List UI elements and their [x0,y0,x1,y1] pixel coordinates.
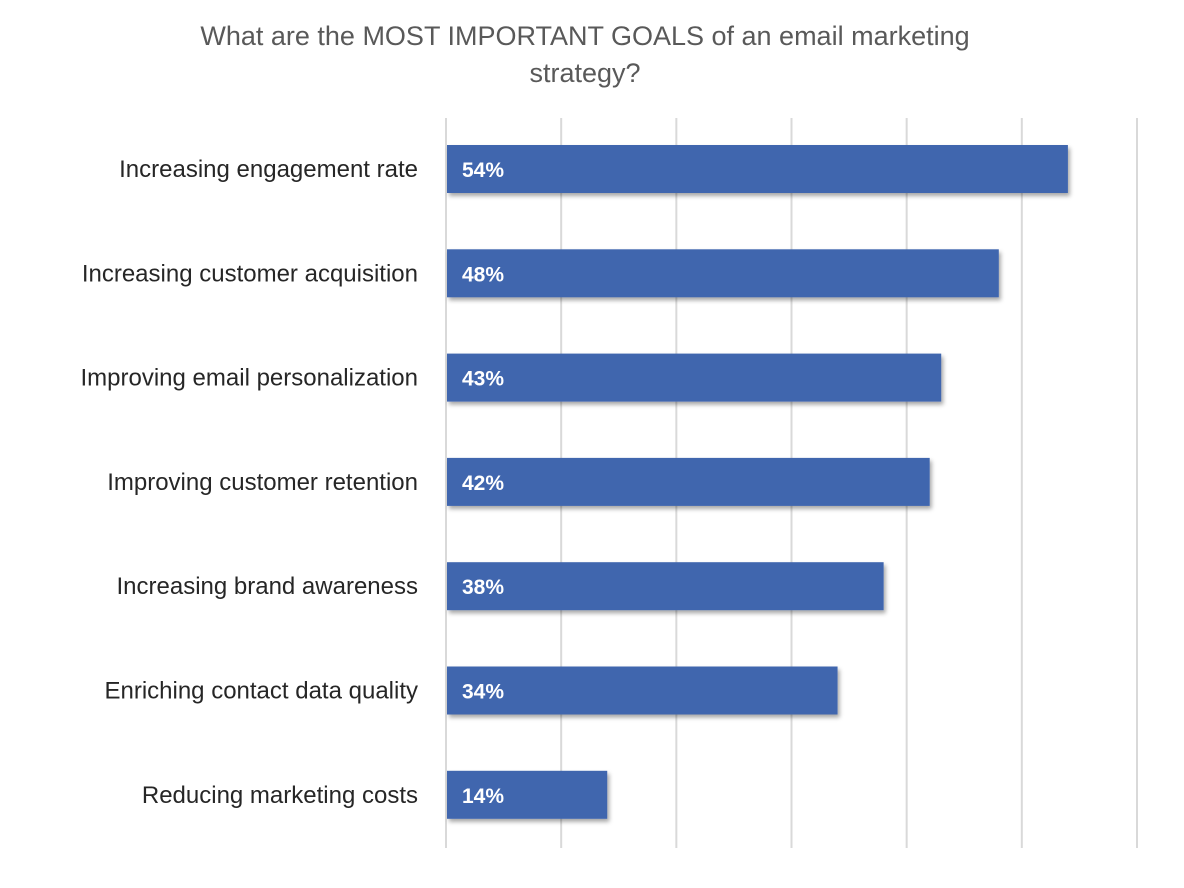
data-label: 38% [462,576,504,599]
category-label: Increasing engagement rate [119,156,418,183]
bar [447,353,942,402]
category-label: Increasing brand awareness [116,573,418,600]
data-label: 34% [462,681,504,704]
data-label: 14% [462,785,504,808]
bar [447,666,838,715]
chart-title: What are the MOST IMPORTANT GOALS of an … [200,21,970,88]
data-label: 43% [462,368,504,391]
category-label: Reducing marketing costs [142,782,418,809]
data-label: 54% [462,159,504,182]
bar [447,249,999,298]
category-label: Enriching contact data quality [104,678,418,705]
bar [447,145,1068,193]
bar [447,457,930,506]
data-label: 42% [462,472,504,495]
bar [447,562,884,611]
category-label: Improving email personalization [81,365,419,392]
category-label: Increasing customer acquisition [82,260,418,287]
bar [447,770,608,819]
category-label: Improving customer retention [107,469,418,496]
data-label: 48% [462,263,504,286]
